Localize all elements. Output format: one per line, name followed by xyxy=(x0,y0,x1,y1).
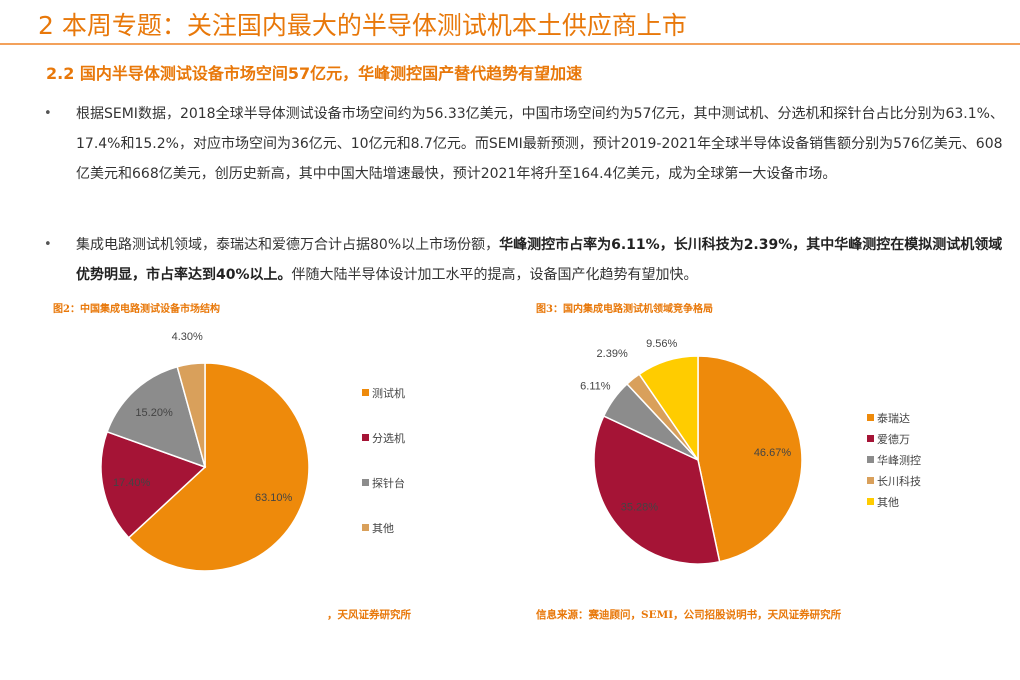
pie-slice-label: 6.11% xyxy=(580,380,611,392)
pie-slice-label: 17.40% xyxy=(113,477,151,489)
legend-label: 爱德万 xyxy=(877,432,910,446)
legend-label: 探针台 xyxy=(372,476,405,490)
figure-2-title: 图2：中国集成电路测试设备市场结构 xyxy=(53,304,220,315)
legend-label: 其他 xyxy=(372,522,394,535)
pie-slice xyxy=(176,362,206,468)
pie-slice-label: 35.28% xyxy=(621,502,659,514)
legend-swatch xyxy=(362,389,369,396)
title-divider xyxy=(0,43,1020,45)
figure-2-source: ，天风证券研究所 xyxy=(327,609,411,621)
bullet-text: 集成电路测试机领域，泰瑞达和爱德万合计占据80%以上市场份额，华峰测控市占率为6… xyxy=(76,230,1004,290)
legend-label: 其他 xyxy=(877,496,899,509)
pie-slice xyxy=(697,355,803,563)
page-title: 2 本周专题：关注国内最大的半导体测试机本土供应商上市 xyxy=(38,11,687,40)
legend-label: 华峰测控 xyxy=(877,453,921,467)
legend-swatch xyxy=(867,456,874,463)
section-subtitle: 2.2 国内半导体测试设备市场空间57亿元，华峰测控国产替代趋势有望加速 xyxy=(46,64,583,83)
bullet-paragraph-1: • 根据SEMI数据，2018全球半导体测试设备市场空间约为56.33亿美元，中… xyxy=(44,99,1004,189)
legend-label: 长川科技 xyxy=(877,474,921,488)
figure-3-title: 图3：国内集成电路测试机领域竞争格局 xyxy=(536,304,713,315)
bullet-marker: • xyxy=(44,106,52,121)
pie-slice-label: 4.30% xyxy=(172,331,203,343)
pie-slice-label: 46.67% xyxy=(754,447,792,459)
legend-swatch xyxy=(867,435,874,442)
legend-swatch xyxy=(362,434,369,441)
pie-slice-label: 9.56% xyxy=(646,338,677,350)
bullet-segment: 伴随大陆半导体设计加工水平的提高，设备国产化趋势有望加快。 xyxy=(291,267,698,283)
bullet-paragraph-2: • 集成电路测试机领域，泰瑞达和爱德万合计占据80%以上市场份额，华峰测控市占率… xyxy=(44,230,1004,290)
legend-swatch xyxy=(867,414,874,421)
legend-swatch xyxy=(362,524,369,531)
legend-swatch xyxy=(867,498,874,505)
bullet-marker: • xyxy=(44,237,52,252)
pie-slice-label: 2.39% xyxy=(597,348,628,360)
pie-slice xyxy=(593,415,721,565)
legend-swatch xyxy=(867,477,874,484)
legend-label: 分选机 xyxy=(372,431,405,445)
figure-3-source: 信息来源：赛迪顾问，SEMI，公司招股说明书，天风证券研究所 xyxy=(536,609,842,621)
legend-label: 泰瑞达 xyxy=(877,411,910,425)
bullet-segment: 集成电路测试机领域，泰瑞达和爱德万合计占据80%以上市场份额， xyxy=(76,237,500,253)
pie-slice xyxy=(106,365,207,469)
pie-slice-label: 15.20% xyxy=(135,407,173,419)
bullet-segment: 根据SEMI数据，2018全球半导体测试设备市场空间约为56.33亿美元，中国市… xyxy=(76,106,1004,182)
pie-slice xyxy=(638,355,699,463)
pie-slice-label: 63.10% xyxy=(255,492,293,504)
legend-label: 测试机 xyxy=(372,386,405,400)
pie-slice xyxy=(127,362,310,572)
legend-swatch xyxy=(362,479,369,486)
bullet-segment-bold: 华峰测控市占率为6.11%，长川科技为2.39%，其中华峰测控在模拟测试机领域优… xyxy=(76,237,1003,283)
bullet-text: 根据SEMI数据，2018全球半导体测试设备市场空间约为56.33亿美元，中国市… xyxy=(76,99,1004,189)
